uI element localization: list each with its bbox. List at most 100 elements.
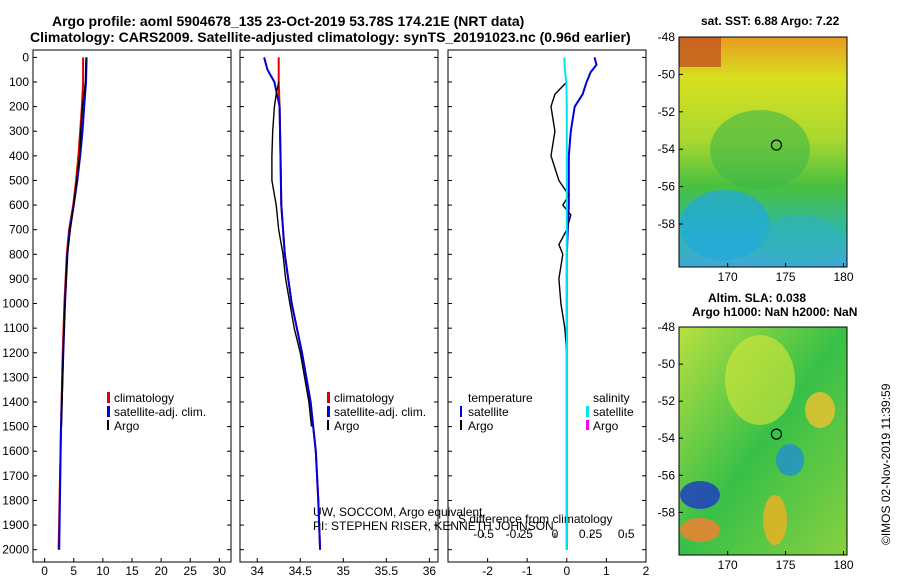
sla-map	[678, 326, 848, 556]
map-y-tick-label: -58	[658, 217, 676, 231]
legend-s-satellite: satellite	[593, 405, 634, 419]
s-tick-label: 0	[552, 527, 559, 541]
legend-climatology: climatology	[114, 391, 174, 405]
depth-tick-label: 1200	[2, 346, 29, 360]
legend-s-argo-swatch	[586, 420, 589, 430]
map-y-tick-label: -50	[658, 357, 676, 371]
argo-position-marker	[770, 428, 783, 440]
x-tick-label: 1	[603, 564, 610, 578]
map-x-tick-label: 170	[718, 558, 738, 572]
legend-t-satellite-swatch	[460, 406, 462, 417]
map-x-tick-label: 180	[834, 270, 854, 284]
sst-warm-patch	[679, 37, 721, 67]
axes-layer: 0100200300400500600700800900100011001200…	[2, 50, 649, 580]
series-climatology	[57, 57, 85, 550]
s-tick-label: 0.25	[579, 527, 603, 541]
s-tick-label: -0.5	[473, 527, 494, 541]
x-tick-label: 15	[125, 564, 139, 578]
legend-t-argo: Argo	[468, 419, 494, 433]
depth-tick-label: 200	[9, 100, 29, 114]
title-line2: Climatology: CARS2009. Satellite-adjuste…	[30, 29, 631, 45]
sla-low-patch-2	[680, 481, 720, 509]
s-axis-label: S difference from climatology	[458, 512, 613, 526]
legend-salinity-title: salinity	[593, 391, 630, 405]
credit-line2: PI: STEPHEN RISER, KENNETH JOHNSON	[313, 519, 554, 533]
map-x-tick-label: 175	[776, 270, 796, 284]
x-tick-label: 34.5	[289, 564, 313, 578]
series-argo	[60, 57, 87, 427]
legend-climatology-swatch	[327, 392, 330, 403]
series-s-satellite	[563, 57, 568, 550]
s-tick-label: 0.5	[618, 527, 635, 541]
x-tick-label: 5	[70, 564, 77, 578]
x-tick-label: 35.5	[375, 564, 399, 578]
salinity-legend: climatology satellite-adj. clim. Argo	[327, 391, 426, 433]
legend-argo: Argo	[334, 419, 360, 433]
map-y-tick-label: -48	[658, 320, 676, 334]
x-tick-label: 0	[563, 564, 570, 578]
x-tick-label: 2	[643, 564, 650, 578]
map-y-tick-label: -54	[658, 431, 676, 445]
difference-panel	[447, 49, 647, 563]
depth-tick-label: 500	[9, 173, 29, 187]
legend-s-argo: Argo	[593, 419, 619, 433]
depth-tick-label: 1600	[2, 444, 29, 458]
depth-tick-label: 1900	[2, 518, 29, 532]
difference-legend: temperature satellite Argo salinity sate…	[460, 391, 634, 433]
depth-tick-label: 1700	[2, 469, 29, 483]
x-tick-label: 25	[184, 564, 198, 578]
legend-argo-swatch	[327, 420, 329, 430]
map-y-tick-label: -58	[658, 505, 676, 519]
depth-tick-label: 0	[22, 50, 29, 64]
depth-tick-label: 1100	[3, 321, 29, 335]
depth-tick-label: 1800	[2, 493, 29, 507]
depth-tick-label: 700	[9, 223, 29, 237]
depth-tick-label: 100	[9, 75, 29, 89]
series-satellite-adj-clim-	[58, 57, 88, 550]
x-tick-label: 10	[96, 564, 110, 578]
depth-tick-label: 1000	[2, 297, 29, 311]
depth-tick-label: 400	[9, 149, 29, 163]
sst-map-frame	[678, 36, 848, 268]
map-y-tick-label: -56	[658, 468, 676, 482]
x-tick-label: 34	[251, 564, 265, 578]
map-x-tick-label: 180	[834, 558, 854, 572]
series-layer	[57, 57, 598, 550]
depth-tick-label: 1300	[2, 370, 29, 384]
sla-high-patch-2	[805, 392, 835, 428]
map-y-tick-label: -56	[658, 180, 676, 194]
legend-temperature-title: temperature	[468, 391, 533, 405]
x-tick-label: 0	[41, 564, 48, 578]
series-t-satellite	[565, 57, 598, 550]
sla-low-patch	[776, 444, 804, 476]
sla-high-patch	[725, 335, 795, 425]
argo-position-marker	[770, 139, 783, 151]
sst-map	[678, 36, 848, 268]
map-y-tick-label: -54	[658, 142, 676, 156]
sla-map-title: Altim. SLA: 0.038	[708, 291, 806, 305]
salinity-panel	[239, 49, 439, 563]
legend-satellite: satellite-adj. clim.	[114, 405, 206, 419]
map-y-tick-label: -52	[658, 394, 676, 408]
depth-tick-label: 800	[9, 247, 29, 261]
sla-warm-patch	[680, 518, 720, 542]
depth-tick-label: 300	[9, 124, 29, 138]
legend-t-argo-swatch	[460, 420, 462, 430]
x-tick-label: -2	[482, 564, 493, 578]
timestamp: ©IMOS 02-Nov-2019 11:39:59	[879, 383, 893, 545]
temperature-panel	[32, 49, 232, 563]
map-x-tick-label: 175	[776, 558, 796, 572]
map-y-tick-label: -52	[658, 105, 676, 119]
title-line1: Argo profile: aoml 5904678_135 23-Oct-20…	[52, 13, 524, 29]
x-tick-label: 20	[154, 564, 168, 578]
x-tick-label: 35	[337, 564, 351, 578]
sst-cold-patch-2	[760, 215, 840, 265]
sla-warm-patch-2	[763, 495, 787, 545]
x-tick-label: 30	[213, 564, 227, 578]
legend-s-satellite-swatch	[586, 406, 589, 417]
legend-argo-swatch	[107, 420, 109, 430]
depth-tick-label: 600	[9, 198, 29, 212]
legend-t-satellite: satellite	[468, 405, 509, 419]
temperature-legend: climatology satellite-adj. clim. Argo	[107, 391, 206, 433]
